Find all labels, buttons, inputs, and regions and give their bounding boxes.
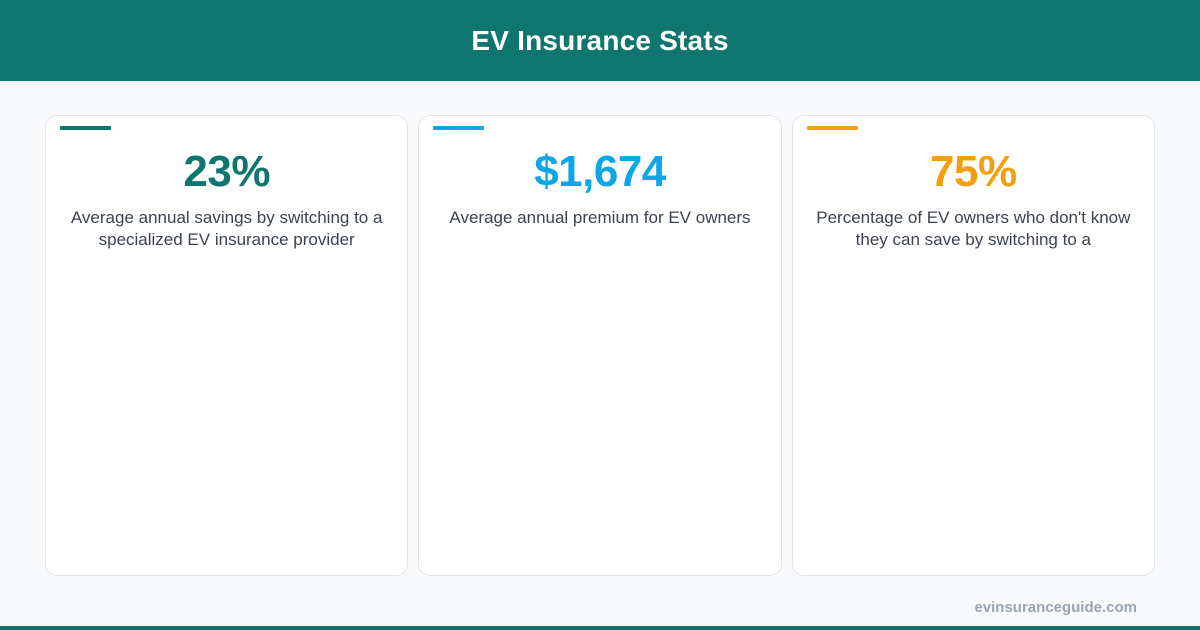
stat-description: Average annual savings by switching to a… [70,208,383,249]
stat-value: 75% [930,147,1017,196]
stat-value: $1,674 [534,147,666,196]
footer-bar [0,626,1200,630]
stat-description: Percentage of EV owners who don't know t… [816,208,1131,249]
stat-card-savings: 23% Average annual savings by switching … [45,115,409,576]
stat-card-premium: $1,674 Average annual premium for EV own… [418,115,782,576]
stat-card-awareness: 75% Percentage of EV owners who don't kn… [791,115,1155,576]
header-banner: EV Insurance Stats [0,0,1200,81]
card-accent-bar [433,126,485,130]
stat-description: Average annual premium for EV owners [449,208,751,227]
stat-value: 23% [183,147,270,196]
page-title: EV Insurance Stats [471,24,729,56]
card-accent-bar [60,126,111,130]
card-accent-bar [806,126,858,130]
stats-cards: 23% Average annual savings by switching … [45,115,1155,576]
site-url: evinsuranceguide.com [974,599,1137,616]
